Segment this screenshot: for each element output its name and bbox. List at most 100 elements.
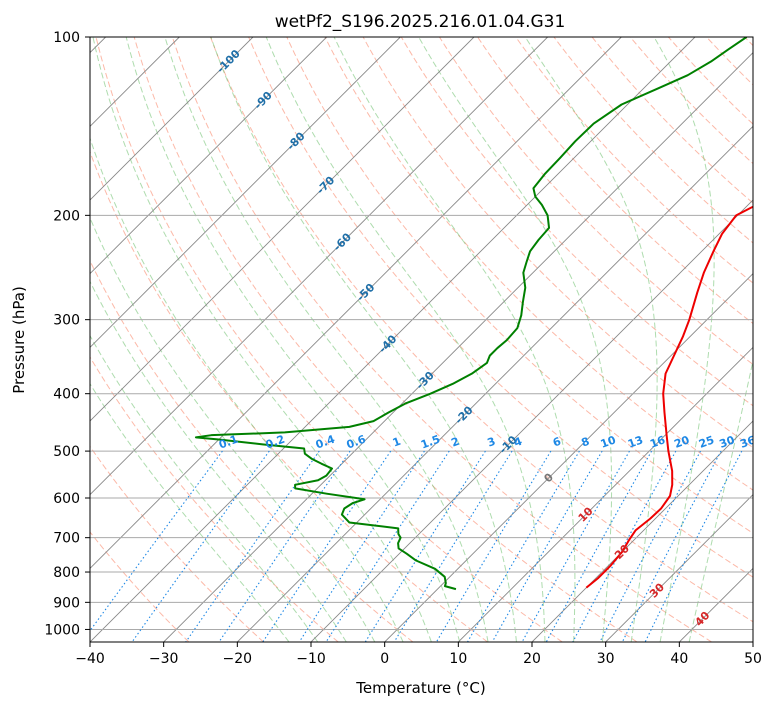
moist-adiabat-line xyxy=(333,37,576,642)
mixing-ratio-line xyxy=(262,450,392,642)
isotherm-line xyxy=(90,37,696,642)
dry-adiabat-line xyxy=(439,37,753,366)
y-tick-label: 200 xyxy=(53,208,80,224)
mixing-ratio-line xyxy=(599,450,702,642)
pressure-gridlines xyxy=(90,37,753,630)
moist-adiabat-line xyxy=(92,37,432,642)
mixing-ratio-line xyxy=(491,450,603,642)
moist-adiabat-line xyxy=(90,280,347,642)
x-tick-label: 30 xyxy=(597,651,615,667)
x-tick-label: 0 xyxy=(380,651,389,667)
dry-adiabat-line xyxy=(324,37,753,491)
mixing-ratio-label: 30 xyxy=(718,433,737,451)
y-axis-title: Pressure (hPa) xyxy=(10,286,28,394)
dry-adiabat-line xyxy=(553,37,753,244)
dry-adiabat-line xyxy=(95,37,563,642)
dry-adiabat-line xyxy=(400,37,753,407)
x-tick-label: 40 xyxy=(670,651,688,667)
mixing-ratio-line xyxy=(521,450,630,642)
temperature-profile-line xyxy=(585,205,753,589)
isotherm-line xyxy=(384,273,753,642)
mixing-ratio-line xyxy=(90,450,223,632)
mixing-ratio-label: 8 xyxy=(580,435,592,450)
dry-adiabat-line xyxy=(90,531,190,642)
dry-adiabat-line xyxy=(133,37,638,642)
dry-adiabat-line xyxy=(591,37,753,204)
x-tick-label: 50 xyxy=(744,651,762,667)
mixing-ratio-label: 0.1 xyxy=(217,433,240,452)
dewpoint-profile-line xyxy=(194,37,748,591)
moist-adiabat-line xyxy=(688,358,753,642)
isotherm-line xyxy=(90,37,254,201)
x-tick-label: −20 xyxy=(223,651,253,667)
dry-adiabat-line xyxy=(90,150,488,642)
y-tick-label: 900 xyxy=(53,595,80,611)
isotherm-line xyxy=(531,420,753,642)
mixing-ratio-label: 0.6 xyxy=(345,433,368,452)
mixing-ratio-line xyxy=(393,450,513,642)
moist-adiabat-line xyxy=(418,37,613,642)
y-tick-label: 1000 xyxy=(44,622,80,638)
moist-adiabat-line xyxy=(524,37,658,642)
y-tick-label: 500 xyxy=(53,444,80,460)
chart-title: wetPf2_S196.2025.216.01.04.G31 xyxy=(275,12,566,32)
x-tick-label: −10 xyxy=(296,651,326,667)
moist-adiabat-line xyxy=(653,37,715,642)
dry-adiabat-line xyxy=(629,37,753,165)
moist-adiabat-line xyxy=(90,382,290,642)
moist-adiabat-line xyxy=(265,37,546,642)
y-tick-label: 300 xyxy=(53,313,80,329)
mixing-ratio-label: 25 xyxy=(697,433,716,450)
x-tick-label: −40 xyxy=(75,651,105,667)
isotherm-line xyxy=(90,37,475,422)
mixing-ratio-line xyxy=(298,450,425,642)
isotherm-line xyxy=(605,494,753,642)
x-tick-label: −30 xyxy=(149,651,179,667)
moist-adiabat-line xyxy=(125,37,461,642)
dry-adiabat-line xyxy=(90,259,414,642)
isotherm-line xyxy=(237,125,753,642)
mixing-ratio-label: 20 xyxy=(672,433,691,451)
mixing-ratio-label: 0.2 xyxy=(264,433,287,452)
mixing-ratio-label: 16 xyxy=(648,433,667,451)
y-tick-label: 100 xyxy=(53,30,80,46)
mixing-ratio-label: 0.4 xyxy=(314,433,337,452)
moist-adiabat-line xyxy=(90,334,319,642)
plot-frame xyxy=(89,36,754,643)
mixing-ratio-line xyxy=(621,450,722,642)
x-axis: −40 −30 −20 −10 0 10 20 30 40 50 xyxy=(75,642,762,667)
mixing-ratio-lines xyxy=(90,450,743,642)
y-tick-label: 600 xyxy=(53,491,80,507)
moist-adiabat-line xyxy=(90,216,376,642)
isotherm-line xyxy=(90,37,401,348)
moist-adiabat-line xyxy=(164,37,489,642)
dry-adiabat-line xyxy=(210,37,753,623)
mixing-ratio-label: 13 xyxy=(626,433,645,450)
mixing-ratio-label: 36 xyxy=(738,433,757,451)
isotherm-line xyxy=(163,52,753,642)
dry-adiabat-line xyxy=(515,37,753,284)
isotherm-line xyxy=(90,37,548,496)
mixing-ratio-label: 3 xyxy=(486,435,498,450)
mixing-ratio-label: 1 xyxy=(391,435,403,450)
isotherms xyxy=(90,37,753,642)
moist-adiabats xyxy=(90,37,753,642)
x-tick-label: 20 xyxy=(523,651,541,667)
y-tick-label: 400 xyxy=(53,387,80,403)
isotherm-line xyxy=(458,346,753,642)
mixing-ratio-label: 6 xyxy=(551,435,563,450)
mixing-ratio-label: 4 xyxy=(512,435,524,450)
plot-area: -100-90-80-70-60-50-40-30-20-10010203040… xyxy=(90,37,757,642)
dry-adiabat-line xyxy=(90,356,339,642)
mixing-ratio-line xyxy=(572,450,677,642)
mixing-ratio-label: 2 xyxy=(449,435,461,450)
isotherm-line xyxy=(310,199,753,642)
mixing-ratio-label: 1.5 xyxy=(419,433,442,452)
mixing-ratio-line xyxy=(218,450,351,642)
y-tick-label: 700 xyxy=(53,531,80,547)
moist-adiabat-line xyxy=(210,37,517,642)
moist-adiabat-line xyxy=(90,136,404,642)
isotherm-line xyxy=(90,37,327,275)
